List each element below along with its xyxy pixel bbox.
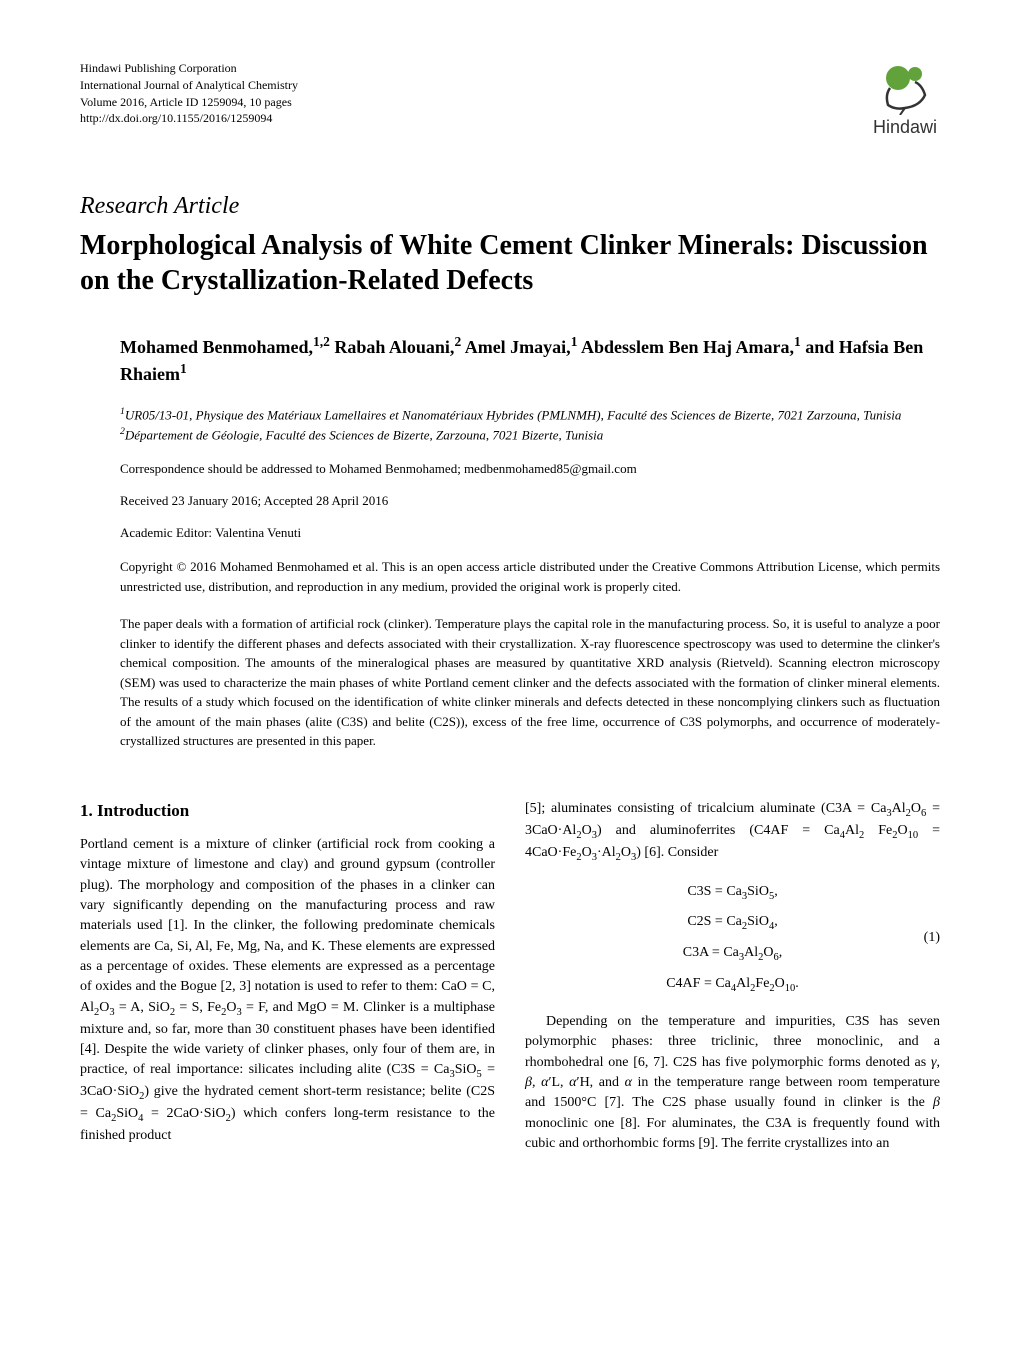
abstract: The paper deals with a formation of arti… <box>80 614 940 751</box>
body-columns: 1. Introduction Portland cement is a mix… <box>80 799 940 1155</box>
paper-title: Morphological Analysis of White Cement C… <box>80 228 940 298</box>
equation-c3a: C3A = Ca3Al2O6, <box>666 938 799 969</box>
equation-block-1: C3S = Ca3SiO5, C2S = Ca2SiO4, C3A = Ca3A… <box>525 877 940 1001</box>
doi-link: http://dx.doi.org/10.1155/2016/1259094 <box>80 110 298 127</box>
equation-c4af: C4AF = Ca4Al2Fe2O10. <box>666 969 799 1000</box>
section-heading-introduction: 1. Introduction <box>80 799 495 824</box>
publisher-info: Hindawi Publishing Corporation Internati… <box>80 60 298 127</box>
introduction-paragraph-right-bottom: Depending on the temperature and impurit… <box>525 1012 940 1154</box>
header-row: Hindawi Publishing Corporation Internati… <box>80 60 940 138</box>
introduction-paragraph-left: Portland cement is a mixture of clinker … <box>80 835 495 1146</box>
correspondence: Correspondence should be addressed to Mo… <box>80 461 940 477</box>
journal-name: International Journal of Analytical Chem… <box>80 77 298 94</box>
hindawi-logo-icon <box>870 60 940 115</box>
equation-lines: C3S = Ca3SiO5, C2S = Ca2SiO4, C3A = Ca3A… <box>666 877 799 1001</box>
article-type: Research Article <box>80 193 940 220</box>
copyright-notice: Copyright © 2016 Mohamed Benmohamed et a… <box>80 557 940 596</box>
left-column: 1. Introduction Portland cement is a mix… <box>80 799 495 1155</box>
right-column: [5]; aluminates consisting of tricalcium… <box>525 799 940 1155</box>
equation-number: (1) <box>924 928 940 948</box>
publisher-logo-text: Hindawi <box>873 117 937 138</box>
affiliation-2: 2Département de Géologie, Faculté des Sc… <box>120 425 940 445</box>
volume-info: Volume 2016, Article ID 1259094, 10 page… <box>80 94 298 111</box>
academic-editor: Academic Editor: Valentina Venuti <box>80 525 940 541</box>
authors: Mohamed Benmohamed,1,2 Rabah Alouani,2 A… <box>80 333 940 387</box>
publisher-logo: Hindawi <box>870 60 940 138</box>
introduction-paragraph-right-top: [5]; aluminates consisting of tricalcium… <box>525 799 940 865</box>
equation-c3s: C3S = Ca3SiO5, <box>666 877 799 908</box>
publisher-line: Hindawi Publishing Corporation <box>80 60 298 77</box>
affiliations: 1UR05/13-01, Physique des Matériaux Lame… <box>80 405 940 445</box>
affiliation-1: 1UR05/13-01, Physique des Matériaux Lame… <box>120 405 940 425</box>
received-accepted-dates: Received 23 January 2016; Accepted 28 Ap… <box>80 493 940 509</box>
equation-c2s: C2S = Ca2SiO4, <box>666 907 799 938</box>
